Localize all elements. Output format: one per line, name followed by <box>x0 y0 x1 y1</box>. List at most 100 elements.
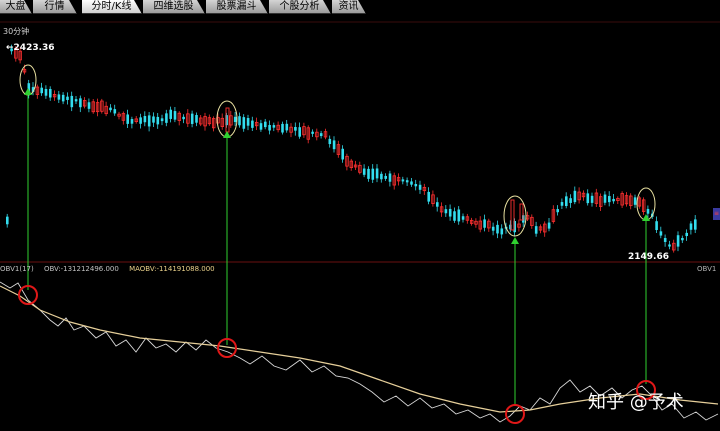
maobv-value: MAOBV:-114191088.000 <box>129 265 215 273</box>
kline-chart-canvas[interactable] <box>0 14 720 431</box>
candle-body-up <box>177 112 181 121</box>
candle-body-up <box>431 194 435 204</box>
candle-body-up <box>538 226 543 231</box>
candle-body-up <box>91 101 95 113</box>
scroll-marker[interactable]: ≡ <box>713 208 720 220</box>
candle-body-up <box>117 113 121 117</box>
price-high-label: ←2423.36 <box>6 43 55 53</box>
candle-body-down <box>165 113 168 123</box>
candle-body-up <box>302 126 306 136</box>
candle-body-down <box>281 123 284 133</box>
price-low-label: 2149.66 <box>628 252 669 262</box>
signal-annotations <box>18 64 656 424</box>
candle-body-down <box>57 94 61 100</box>
candle-body-up <box>207 117 212 125</box>
candle-body-up <box>14 47 18 59</box>
candle-body-down <box>500 228 504 235</box>
candle-body-down <box>160 118 164 122</box>
candle-body-up <box>637 197 642 207</box>
signal-arrowhead <box>24 88 32 95</box>
candle-body-up <box>134 118 138 122</box>
candle-body-up <box>392 175 396 186</box>
candle-body-up <box>620 193 624 206</box>
candle-body-down <box>457 209 461 222</box>
candle-body-down <box>384 175 387 179</box>
candle-body-down <box>285 123 289 131</box>
candle-body-down <box>40 87 43 94</box>
candle-body-down <box>242 117 246 129</box>
candle-body-up <box>95 102 100 113</box>
indicator-right-label: OBV1 <box>697 265 717 273</box>
candle-body-down <box>663 238 667 242</box>
highlight-candle <box>519 203 524 221</box>
candle-body-up <box>543 223 547 233</box>
indicator-name[interactable]: OBV1(17) <box>0 265 34 273</box>
candle-body-down <box>259 123 263 130</box>
candle-body-up <box>289 126 293 133</box>
candle-body-down <box>362 168 366 175</box>
candle-body-down <box>109 107 112 111</box>
signal-circle <box>18 285 38 305</box>
candle-body-down <box>44 89 48 96</box>
tab-market-overview[interactable]: 大盘 <box>0 0 32 14</box>
candle-body-down <box>10 48 13 52</box>
tab-quotes[interactable]: 行情 <box>33 0 77 14</box>
candle-body-down <box>436 202 439 207</box>
tab-stock-analysis[interactable]: 个股分析 <box>269 0 331 14</box>
candle-body-down <box>659 231 663 236</box>
candle-body-up <box>439 206 444 213</box>
candle-body-down <box>418 184 422 190</box>
candle-body-down <box>414 184 418 187</box>
candle-body-down <box>225 115 228 126</box>
candle-body-up <box>336 144 341 155</box>
candle-body-down <box>560 202 564 206</box>
candle-body-down <box>388 173 392 182</box>
candle-body-up <box>306 127 310 140</box>
candle-body-up <box>469 219 474 224</box>
candle-body-down <box>380 173 383 180</box>
candle-body-down <box>79 98 82 108</box>
tab-stock-funnel[interactable]: 股票漏斗 <box>206 0 268 14</box>
period-label: 30分钟 <box>3 27 30 36</box>
candle-body-down <box>332 140 336 150</box>
candle-body-down <box>139 117 142 124</box>
candle-body-up <box>104 105 108 115</box>
obv-indicator-lines <box>0 281 719 423</box>
candle-body-up <box>254 121 259 127</box>
candle-body-down <box>169 109 172 119</box>
maobv-line <box>0 285 719 413</box>
candle-body-down <box>298 127 301 137</box>
candle-body-up <box>52 94 57 98</box>
candle-body-up <box>594 192 599 204</box>
candle-body-down <box>238 116 241 126</box>
candle-body-down <box>689 223 693 230</box>
candle-body-down <box>509 224 512 230</box>
candle-body-down <box>573 190 577 203</box>
candle-body-down <box>694 219 697 230</box>
candle-body-down <box>534 226 538 234</box>
candle-body-up <box>551 209 556 222</box>
candle-body-down <box>147 115 151 127</box>
candle-body-down <box>444 209 448 214</box>
candle-body-down <box>410 181 413 185</box>
candle-body-down <box>590 195 594 203</box>
candle-body-down <box>319 133 323 137</box>
tab-intraday-kline[interactable]: 分时/K线 <box>82 0 142 14</box>
candle-body-up <box>672 242 676 251</box>
signal-circle <box>636 380 656 400</box>
tab-four-dim-selection[interactable]: 四维选股 <box>143 0 205 14</box>
candle-body-down <box>646 208 650 214</box>
candle-body-up <box>220 117 224 127</box>
candle-body-down <box>371 168 375 180</box>
candle-body-down <box>311 131 314 134</box>
candle-body-up <box>396 177 401 182</box>
candle-body-down <box>328 138 332 145</box>
candle-body-down <box>6 216 9 225</box>
candle-body-down <box>49 88 52 98</box>
candle-body-down <box>341 148 344 160</box>
candle-body-up <box>599 196 603 207</box>
candle-body-up <box>581 192 586 198</box>
candle-body-down <box>427 191 430 202</box>
tab-news[interactable]: 资讯 <box>332 0 366 14</box>
candle-body-down <box>70 95 74 108</box>
